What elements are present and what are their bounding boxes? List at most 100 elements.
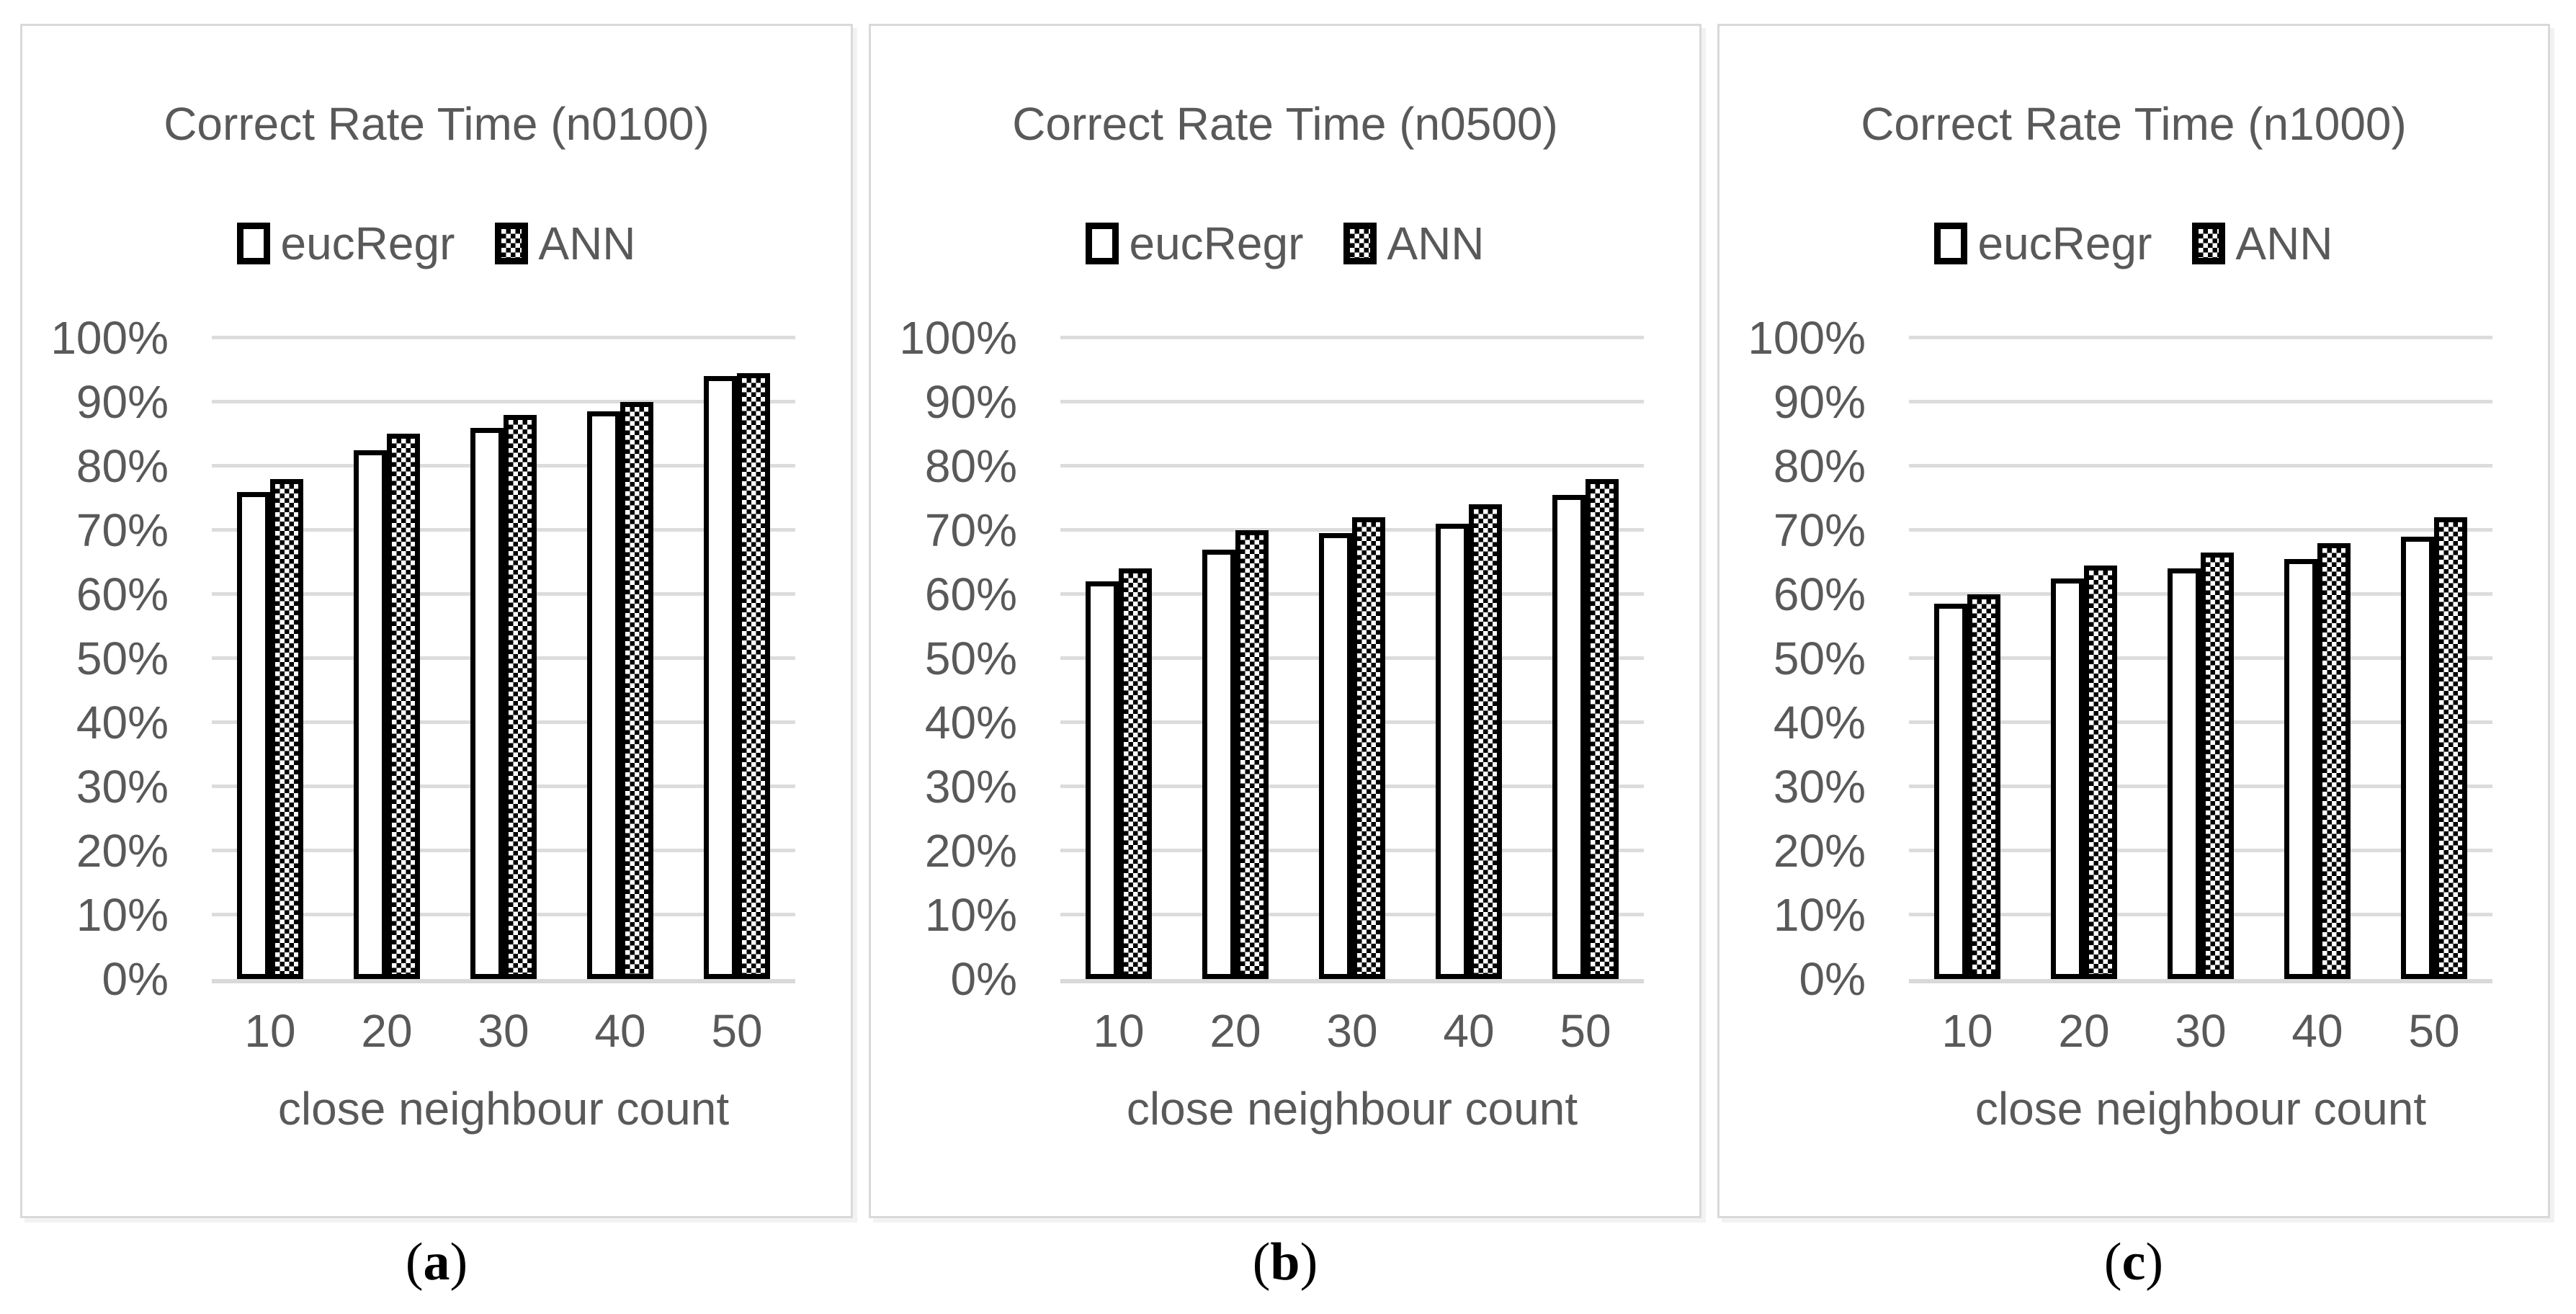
captions-row: (a) (b) (c) bbox=[20, 1235, 2576, 1289]
x-tick-label: 30 bbox=[2175, 1004, 2227, 1057]
bar-ANN-40 bbox=[1469, 504, 1502, 979]
bars bbox=[1060, 338, 1644, 979]
bar-group-40 bbox=[1410, 504, 1527, 979]
plot-grid: 0% 10% 20% 30% 40% 50% 60% 70% 80% 90% 100% bbox=[871, 315, 1699, 1002]
legend-swatch-eucregr-icon bbox=[1934, 222, 1968, 264]
bar-ANN-20 bbox=[2084, 565, 2117, 979]
bar-ANN-20 bbox=[387, 433, 420, 979]
legend-item-ann: ANN bbox=[2192, 220, 2333, 267]
legend: eucRegr ANN bbox=[22, 220, 851, 267]
x-axis-labels: 10 20 30 40 50 bbox=[1909, 1008, 2492, 1054]
legend-swatch-ann-icon bbox=[2192, 222, 2226, 264]
x-axis-title-row: close neighbour count bbox=[1719, 1086, 2548, 1132]
x-axis-title-row: close neighbour count bbox=[22, 1086, 851, 1132]
legend-item-ann: ANN bbox=[495, 217, 636, 269]
gridline bbox=[1060, 463, 1644, 468]
bar-group-50 bbox=[679, 372, 795, 979]
bar-eucRegr-10 bbox=[1086, 581, 1119, 979]
y-tick-label: 80% bbox=[76, 439, 169, 492]
bar-ANN-50 bbox=[2434, 517, 2467, 979]
bar-ANN-20 bbox=[1235, 529, 1269, 979]
x-axis-row: 10 20 30 40 50 bbox=[1719, 1008, 2548, 1054]
bar-group-30 bbox=[445, 414, 562, 979]
y-tick-label: 60% bbox=[924, 568, 1017, 620]
gridline bbox=[212, 335, 795, 339]
gridline bbox=[1060, 399, 1644, 403]
x-axis-row: 10 20 30 40 50 bbox=[871, 1008, 1699, 1054]
bar-eucRegr-40 bbox=[587, 411, 620, 979]
y-tick-label: 90% bbox=[924, 375, 1017, 428]
x-axis-row: 10 20 30 40 50 bbox=[22, 1008, 851, 1054]
bar-eucRegr-50 bbox=[1552, 494, 1586, 979]
plot-grid: 0% 10% 20% 30% 40% 50% 60% 70% 80% 90% 100% bbox=[1719, 315, 2548, 1002]
legend-label-ann: ANN bbox=[1387, 217, 1485, 269]
bar-ANN-30 bbox=[1352, 517, 1385, 979]
y-tick-label: 20% bbox=[924, 824, 1017, 877]
y-tick-label: 50% bbox=[924, 632, 1017, 684]
chart-caption-c: (c) bbox=[2103, 1233, 2164, 1292]
bar-group-40 bbox=[562, 401, 679, 979]
y-tick-label: 100% bbox=[50, 311, 169, 364]
x-axis-labels: 10 20 30 40 50 bbox=[212, 1008, 795, 1054]
bar-group-20 bbox=[1177, 529, 1294, 979]
legend-label-eucregr: eucRegr bbox=[1129, 217, 1304, 269]
y-tick-label: 0% bbox=[102, 952, 169, 1005]
gridline bbox=[1909, 399, 2492, 403]
x-tick-label: 50 bbox=[1560, 1004, 1611, 1057]
legend-swatch-eucregr-icon bbox=[237, 222, 271, 264]
y-tick-label: 50% bbox=[1773, 632, 1866, 684]
bar-eucRegr-30 bbox=[1319, 532, 1352, 979]
bar-eucRegr-20 bbox=[1202, 549, 1235, 979]
bar-group-20 bbox=[2026, 565, 2142, 979]
gridline bbox=[1909, 335, 2492, 339]
y-axis-labels: 0% 10% 20% 30% 40% 50% 60% 70% 80% 90% 100% bbox=[22, 315, 212, 1002]
x-tick-label: 20 bbox=[1209, 1004, 1261, 1057]
bar-eucRegr-20 bbox=[2051, 578, 2084, 979]
y-tick-label: 90% bbox=[76, 375, 169, 428]
y-tick-label: 10% bbox=[76, 888, 169, 941]
legend-item-eucregr: eucRegr bbox=[1934, 220, 2152, 267]
x-axis-labels: 10 20 30 40 50 bbox=[1060, 1008, 1644, 1054]
bar-eucRegr-40 bbox=[2284, 558, 2317, 979]
y-tick-label: 60% bbox=[76, 568, 169, 620]
x-tick-label: 10 bbox=[1941, 1004, 1993, 1057]
legend-swatch-ann-icon bbox=[495, 222, 529, 264]
y-tick-label: 30% bbox=[924, 760, 1017, 813]
bar-ANN-40 bbox=[2317, 542, 2351, 979]
y-tick-label: 10% bbox=[924, 888, 1017, 941]
bar-group-10 bbox=[1060, 568, 1177, 979]
y-tick-label: 40% bbox=[76, 696, 169, 748]
legend-label-ann: ANN bbox=[538, 217, 636, 269]
x-axis-title: close neighbour count bbox=[277, 1082, 730, 1135]
legend-label-eucregr: eucRegr bbox=[280, 217, 455, 269]
x-tick-label: 30 bbox=[478, 1004, 529, 1057]
legend-swatch-ann-icon bbox=[1343, 222, 1377, 264]
bar-eucRegr-50 bbox=[2401, 536, 2434, 979]
bar-ANN-50 bbox=[737, 372, 770, 979]
y-axis-labels: 0% 10% 20% 30% 40% 50% 60% 70% 80% 90% 100% bbox=[1719, 315, 1909, 1002]
plot-grid: 0% 10% 20% 30% 40% 50% 60% 70% 80% 90% 100% bbox=[22, 315, 851, 1002]
bar-eucRegr-10 bbox=[1934, 603, 1967, 979]
chart-panel-n0500: Correct Rate Time (n0500) eucRegr ANN 0%… bbox=[869, 24, 1701, 1218]
x-tick-label: 40 bbox=[1443, 1004, 1495, 1057]
chart-panels-row: Correct Rate Time (n0100) eucRegr ANN 0%… bbox=[20, 24, 2576, 1218]
y-tick-label: 20% bbox=[1773, 824, 1866, 877]
y-tick-label: 10% bbox=[1773, 888, 1866, 941]
x-tick-label: 50 bbox=[711, 1004, 763, 1057]
plot-area bbox=[1909, 335, 2492, 983]
y-tick-label: 0% bbox=[950, 952, 1018, 1005]
y-tick-label: 100% bbox=[1748, 311, 1866, 364]
x-axis-spacer bbox=[22, 1008, 212, 1054]
y-tick-label: 40% bbox=[1773, 696, 1866, 748]
bar-ANN-10 bbox=[270, 478, 303, 979]
bar-ANN-40 bbox=[620, 401, 653, 979]
x-tick-label: 20 bbox=[361, 1004, 413, 1057]
chart-caption-b: (b) bbox=[1252, 1233, 1318, 1292]
gridline bbox=[1060, 335, 1644, 339]
bars bbox=[1909, 338, 2492, 979]
bar-ANN-10 bbox=[1967, 594, 2000, 979]
x-axis-title: close neighbour count bbox=[1126, 1082, 1578, 1135]
y-axis-labels: 0% 10% 20% 30% 40% 50% 60% 70% 80% 90% 100% bbox=[871, 315, 1060, 1002]
y-tick-label: 70% bbox=[76, 504, 169, 556]
